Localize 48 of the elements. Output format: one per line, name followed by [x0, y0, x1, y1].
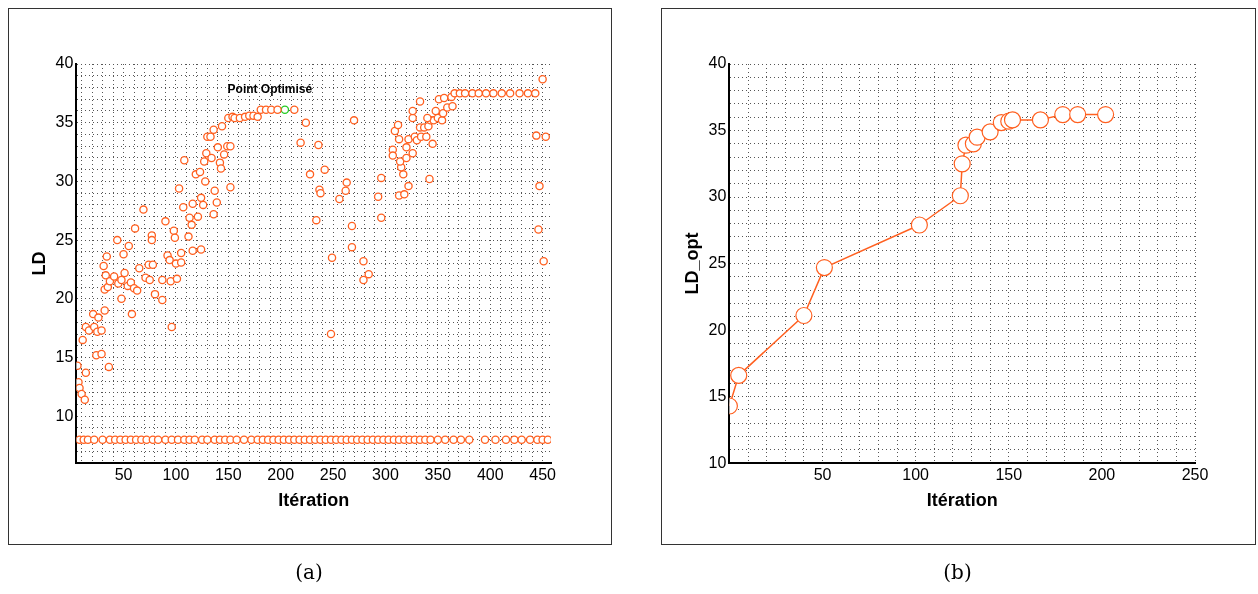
x-tick-label: 50 [114, 466, 133, 484]
x-tick-label: 250 [1181, 466, 1209, 484]
y-tick-label: 15 [708, 387, 727, 405]
point [953, 155, 971, 173]
x-tick-label: 200 [267, 466, 295, 484]
point [1069, 105, 1087, 124]
y-tick-label: 20 [55, 289, 74, 307]
y-tick-label: 10 [55, 406, 74, 424]
x-tick-label: 100 [162, 466, 190, 484]
y-tick-label: 15 [55, 347, 74, 365]
point [968, 128, 986, 146]
x-axis-title: Itération [926, 490, 998, 511]
y-tick-label: 20 [708, 320, 727, 338]
annotation: Point Optimisé [227, 82, 313, 97]
point [981, 123, 999, 141]
y-tick-label: 30 [708, 187, 727, 205]
x-tick-label: 150 [214, 466, 242, 484]
y-tick-label: 25 [708, 254, 727, 272]
x-tick-label: 150 [995, 466, 1023, 484]
y-tick-label: 40 [55, 54, 74, 72]
x-tick-label: 200 [1088, 466, 1116, 484]
point [795, 306, 813, 325]
y-axis-title: LD [28, 251, 49, 276]
point [910, 216, 928, 234]
point [951, 187, 969, 205]
y-tick-label: 30 [55, 171, 74, 189]
point [815, 258, 833, 277]
point [1031, 111, 1050, 129]
y-tick-label: 10 [708, 453, 727, 471]
point [1054, 105, 1072, 124]
point [1003, 111, 1022, 129]
y-tick-label: 35 [708, 120, 727, 138]
point [730, 366, 748, 384]
y-tick-label: 25 [55, 230, 74, 248]
text: (b) [942, 560, 973, 584]
x-tick-label: 450 [529, 466, 557, 484]
x-tick-label: 300 [372, 466, 399, 484]
y-tick-label: 35 [55, 113, 74, 131]
y-axis-title: LD_opt [681, 232, 702, 295]
x-tick-label: 50 [813, 466, 832, 484]
x-tick-label: 400 [476, 466, 504, 484]
y-tick-label: 40 [708, 54, 727, 72]
x-tick-label: 250 [319, 466, 347, 484]
x-tick-label: 350 [424, 466, 452, 484]
x-tick-label: 100 [902, 466, 930, 484]
text: (a) [294, 560, 324, 584]
x-axis-title: Itération [278, 490, 350, 511]
point [1097, 105, 1115, 124]
